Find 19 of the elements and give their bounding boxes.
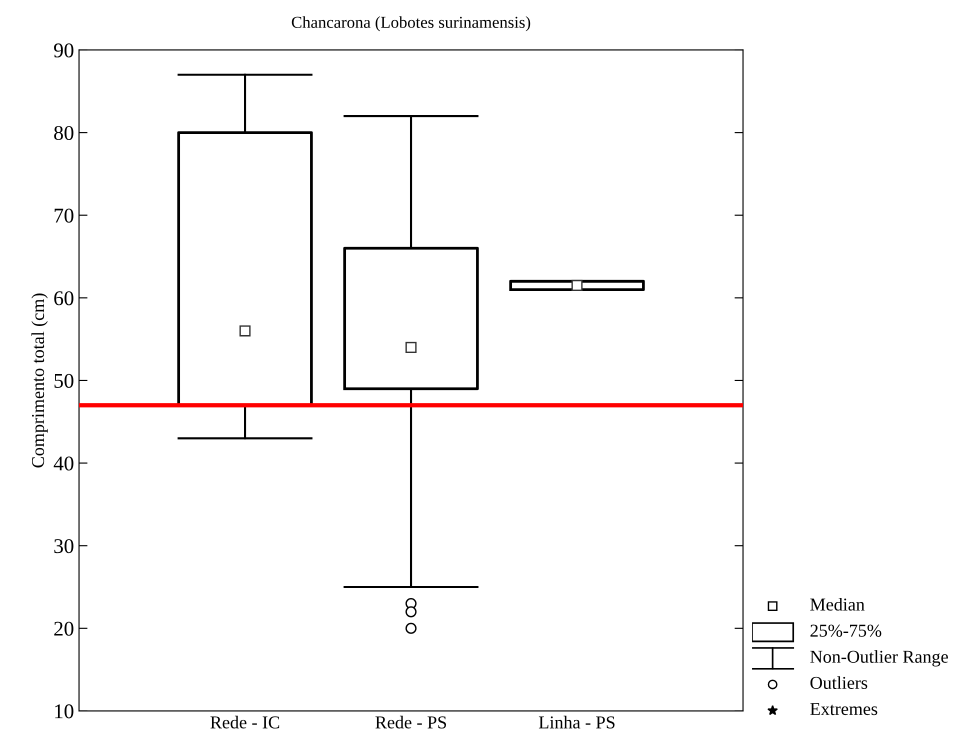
y-axis-title: Comprimento total (cm) (31, 294, 48, 468)
y-tick-label: 30 (54, 539, 74, 554)
text: Extremes (810, 703, 878, 716)
y-tick-label: 70 (54, 208, 74, 223)
text: 25%-75% (810, 624, 882, 637)
y-tick-label: 90 (54, 43, 74, 58)
x-tick-label: Rede - IC (210, 716, 280, 729)
chart-title: Chancarona (Lobotes surinamensis) (292, 16, 530, 32)
text: Median (810, 598, 865, 611)
text: Outliers (810, 676, 868, 689)
y-tick-label: 60 (54, 291, 74, 306)
x-tick-label: Linha - PS (538, 716, 615, 729)
y-tick-label: 50 (54, 374, 74, 388)
text: Non-Outlier Range (810, 650, 948, 667)
x-tick-label: Rede - PS (375, 716, 446, 729)
y-tick-label: 40 (54, 456, 74, 471)
y-tick-label: 20 (54, 622, 74, 636)
y-tick-label: 80 (54, 126, 74, 140)
y-tick-label: 10 (55, 704, 74, 718)
